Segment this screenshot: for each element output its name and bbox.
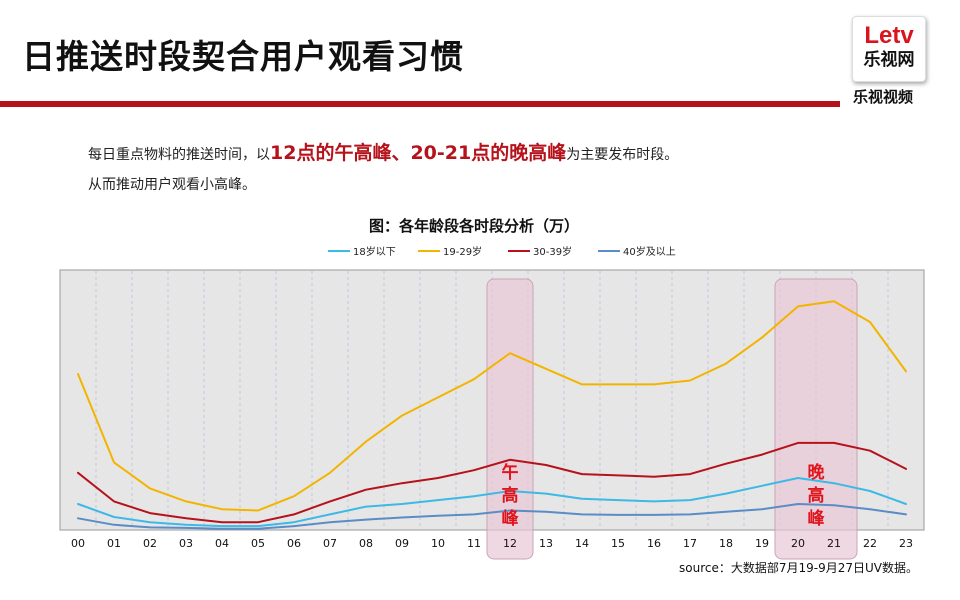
- x-tick-label: 16: [647, 537, 661, 550]
- x-tick-label: 20: [791, 537, 805, 550]
- peak-highlights: [486, 278, 858, 560]
- series-line-1: [77, 300, 907, 512]
- letv-logo: Letv 乐视网: [852, 16, 926, 82]
- logo-caption: 乐视视频: [853, 88, 914, 106]
- series-line-2: [77, 441, 907, 524]
- source-note: source：大数据部7月19-9月27日UV数据。: [679, 560, 918, 575]
- legend-label: 18岁以下: [353, 245, 396, 258]
- x-tick-label: 08: [359, 537, 373, 550]
- x-tick-label: 00: [71, 537, 85, 550]
- logo-brand-text: Letv: [864, 22, 914, 49]
- description-prefix: 每日重点物料的推送时间，以: [88, 147, 270, 163]
- highlight-band-noon: [486, 278, 534, 560]
- x-tick-label: 07: [323, 537, 337, 550]
- page-title: 日推送时段契合用户观看习惯: [22, 37, 464, 76]
- x-tick-label: 22: [863, 537, 877, 550]
- legend-label: 30-39岁: [533, 245, 572, 258]
- x-tick-label: 03: [179, 537, 193, 550]
- x-tick-label: 18: [719, 537, 733, 550]
- x-tick-label: 23: [899, 537, 913, 550]
- x-tick-label: 11: [467, 537, 481, 550]
- highlight-label-noon: 午高峰: [502, 462, 520, 529]
- chart-title: 图：各年龄段各时段分析（万）: [369, 217, 579, 235]
- series-line-3: [77, 503, 907, 530]
- x-tick-label: 21: [827, 537, 841, 550]
- legend-label: 40岁及以上: [623, 245, 676, 258]
- chart-legend: 18岁以下 19-29岁 30-39岁 40岁及以上: [328, 245, 676, 258]
- x-tick-label: 06: [287, 537, 301, 550]
- x-tick-label: 02: [143, 537, 157, 550]
- x-tick-label: 05: [251, 537, 265, 550]
- description-suffix: 为主要发布时段。: [566, 147, 679, 163]
- x-tick-label: 01: [107, 537, 121, 550]
- series-line-0: [77, 477, 907, 528]
- description-line-1: 每日重点物料的推送时间，以12点的午高峰、20-21点的晚高峰为主要发布时段。: [88, 138, 678, 165]
- logo-brand-cn: 乐视网: [863, 50, 915, 70]
- x-tick-label: 04: [215, 537, 229, 550]
- highlight-band-evening: [774, 278, 858, 560]
- highlight-label-evening: 晚高峰: [808, 462, 826, 529]
- title-divider: [0, 101, 840, 107]
- x-tick-label: 13: [539, 537, 553, 550]
- x-tick-label: 15: [611, 537, 625, 550]
- x-tick-label: 14: [575, 537, 589, 550]
- series-lines: [77, 300, 907, 530]
- x-tick-label: 17: [683, 537, 697, 550]
- x-tick-label: 12: [503, 537, 517, 550]
- description-line-2: 从而推动用户观看小高峰。: [88, 177, 256, 193]
- legend-label: 19-29岁: [443, 245, 482, 258]
- x-tick-label: 10: [431, 537, 445, 550]
- description-highlight: 12点的午高峰、20-21点的晚高峰: [270, 142, 567, 164]
- x-tick-label: 19: [755, 537, 769, 550]
- peak-labels: 午高峰 晚高峰: [502, 462, 826, 529]
- x-tick-label: 09: [395, 537, 409, 550]
- x-axis-ticks: 00 01 02 03 04 05 06 07 08 09 10 11 12 13 14 15 16 17 18 19…: [71, 537, 913, 550]
